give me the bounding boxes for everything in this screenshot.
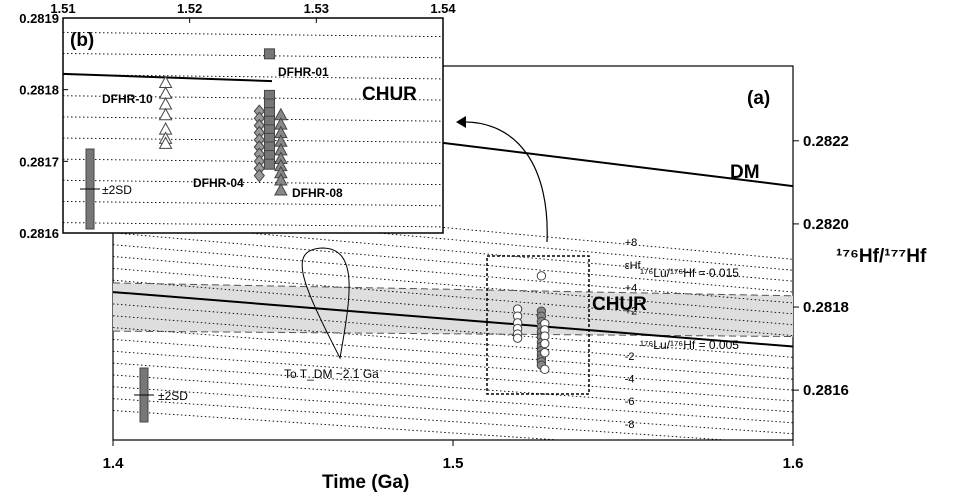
y-tick-label: 0.2816 [803,382,849,399]
epsilon-isoline [113,196,793,260]
epsilon-isoline [113,220,793,282]
lu-005-line [113,330,793,338]
epsilon-isoline [113,208,793,271]
epsilon-isoline [113,315,793,369]
y-tick-label: 0.2822 [803,133,849,150]
epsilon-label: +4 [625,283,638,295]
x-tick-label-b: 1.53 [304,1,329,16]
label-dfhr-08: DFHR-08 [292,186,343,200]
grid-line-b [62,116,444,122]
grid-line-b [62,95,444,101]
epsilon-label: +2 [625,305,638,317]
panel-a-points [512,271,550,375]
epsilon-isolines [113,196,793,440]
grid-line-b [62,31,444,38]
data-point-open-circles-2 [540,348,550,358]
chur-label-a: CHUR [592,294,647,315]
data-point-open-circles-2 [540,338,550,349]
x-tick-label: 1.5 [443,455,464,472]
data-point-dfhr-08 [274,182,288,196]
dm-label: DM [730,162,760,183]
data-point-dfhr-02 [263,158,275,170]
lu-005-label: ¹⁷⁶Lu/¹⁷⁶Hf = 0.005 [640,338,739,352]
grid-line-b [62,222,444,228]
error-bar-b-label: ±2SD [102,183,132,197]
x-tick-label-b: 1.51 [50,1,75,16]
x-tick-label: 1.4 [103,455,125,472]
x-axis-title: Time (Ga) [322,472,409,493]
epsilon-isoline [113,386,793,435]
chur-line [113,291,793,348]
epsilon-label: -2 [625,351,635,363]
epsilon-isoline [113,350,793,402]
epsilon-label: +8 [625,237,638,249]
tdm-label: To T_DM ~2.1 Ga [284,367,379,381]
lu-015-line [113,282,793,297]
error-bar-a-label: ±2SD [158,389,188,403]
grid-line-b [62,74,444,80]
epsilon-isoline [113,279,793,337]
epsilon-isoline [113,398,733,440]
grid-line-b [62,53,444,59]
y-tick-label: 0.2820 [803,216,849,233]
panel-a-y-ticks: 0.2816 0.2818 0.2820 0.2822 [793,133,849,399]
epsilon-isoline [113,256,793,315]
data-point-open-circles-2 [540,364,550,375]
epsilon-isoline [113,338,793,391]
panel-b-label: (b) [70,30,94,51]
label-dfhr-04: DFHR-04 [193,176,244,190]
grid-line-b [62,201,444,207]
epsilon-isoline [113,327,793,380]
data-point-dfhr-10 [158,107,173,121]
epsilon-label: -4 [625,374,635,386]
panel-b-frame [62,17,444,234]
chur-line-b [62,72,273,83]
panel-a-x-ticks: 1.4 1.5 1.6 [103,440,804,472]
panel-b: ±2SD (b) CHUR DFHR-01 DFHR-10 DFHR-04 DF… [19,1,456,241]
x-tick-label: 1.6 [783,455,804,472]
epsilon-isoline [113,410,567,440]
data-box [486,255,590,395]
epsilon-label: εHf [625,260,642,272]
y-axis-title: ¹⁷⁶Hf/¹⁷⁷Hf [836,246,927,267]
epsilon-isoline [113,267,793,326]
panel-b-y-ticks: 0.2816 0.2817 0.2818 0.2819 [19,11,68,241]
x-tick-label-b: 1.52 [177,1,202,16]
panel-b-points [158,48,288,196]
data-point-dfhr-10 [158,136,173,149]
grid-line-b [62,137,444,143]
data-point-dfhr-04 [253,168,265,183]
epsilon-label: -6 [625,396,635,408]
panel-b-gridlines [62,31,444,228]
inset-arrow-head [456,116,466,128]
panel-a-label: (a) [747,88,770,109]
panel-a: +8 εHf +4 +2 -2 -4 -6 -8 (a) DM CHUR ¹⁷⁶Lu/¹⁷⁶H… [103,65,927,493]
panel-b-x-ticks: 1.51 1.52 1.53 1.54 [50,1,456,23]
epsilon-labels: +8 εHf +4 +2 -2 -4 -6 -8 [625,237,642,431]
epsilon-isoline [113,374,793,424]
epsilon-label: -8 [625,419,635,431]
y-tick-label-b: 0.2818 [19,83,59,98]
y-tick-label: 0.2818 [803,299,849,316]
grid-line-b [62,158,444,164]
data-point-open-circles [512,333,523,343]
epsilon-isoline [113,303,793,358]
x-tick-label-b: 1.54 [430,1,456,16]
label-dfhr-01: DFHR-01 [278,65,329,79]
y-tick-label-b: 0.2819 [19,11,59,26]
lu-ratio-band [113,282,793,337]
y-tick-label-b: 0.2817 [19,154,59,169]
inset-arrow [459,121,548,243]
data-point-open-circles [536,271,547,281]
data-point-dfhr-01 [263,48,275,60]
label-dfhr-10: DFHR-10 [102,92,153,106]
lu-015-label: ¹⁷⁶Lu/¹⁷⁶Hf = 0.015 [640,266,739,280]
chur-label-b: CHUR [362,84,417,105]
tdm-curve [301,247,350,360]
epsilon-isoline [113,232,793,293]
y-tick-label-b: 0.2816 [19,226,59,241]
grid-line-b [62,179,444,186]
epsilon-isoline [113,362,793,413]
